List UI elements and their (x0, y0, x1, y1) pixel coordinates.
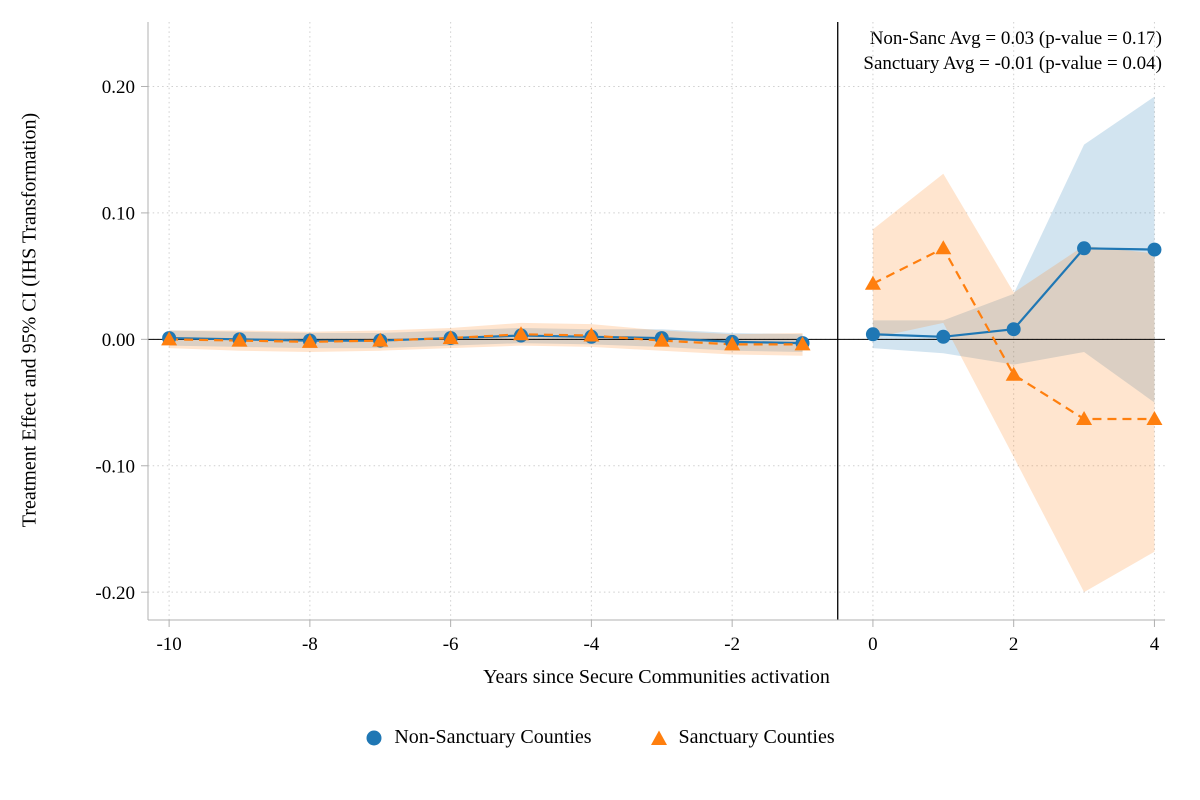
stats-annotation: Non-Sanc Avg = 0.03 (p-value = 0.17) San… (863, 26, 1162, 76)
svg-text:0.20: 0.20 (102, 77, 135, 98)
svg-text:0.00: 0.00 (102, 330, 135, 351)
svg-text:2: 2 (1009, 634, 1019, 655)
svg-text:0.10: 0.10 (102, 204, 135, 225)
svg-text:-2: -2 (724, 634, 740, 655)
annotation-nonsanc-avg: Non-Sanc Avg = 0.03 (p-value = 0.17) (869, 28, 1162, 49)
svg-text:-8: -8 (302, 634, 318, 655)
legend-item-sanctuary: Sanctuary Counties (650, 726, 835, 749)
circle-marker-icon (366, 730, 382, 745)
annotation-sanctuary-avg: Sanctuary Avg = -0.01 (p-value = 0.04) (863, 53, 1162, 75)
legend-label-sanctuary: Sanctuary Counties (678, 726, 835, 748)
svg-text:-0.10: -0.10 (95, 456, 135, 477)
svg-text:-10: -10 (156, 634, 181, 655)
x-axis-title: Years since Secure Communities activatio… (483, 666, 830, 688)
svg-text:-0.20: -0.20 (95, 583, 135, 604)
svg-text:-6: -6 (443, 634, 459, 655)
svg-text:4: 4 (1150, 634, 1160, 655)
legend-label-nonsanctuary: Non-Sanctuary Counties (394, 726, 592, 748)
svg-text:-4: -4 (583, 634, 599, 655)
svg-text:0: 0 (868, 634, 878, 655)
y-axis-title: Treatment Effect and 95% CI (IHS Transfo… (18, 112, 41, 528)
legend: Non-Sanctuary Counties Sanctuary Countie… (0, 726, 1200, 749)
legend-item-nonsanctuary: Non-Sanctuary Counties (365, 726, 592, 749)
triangle-marker-icon (650, 730, 667, 745)
